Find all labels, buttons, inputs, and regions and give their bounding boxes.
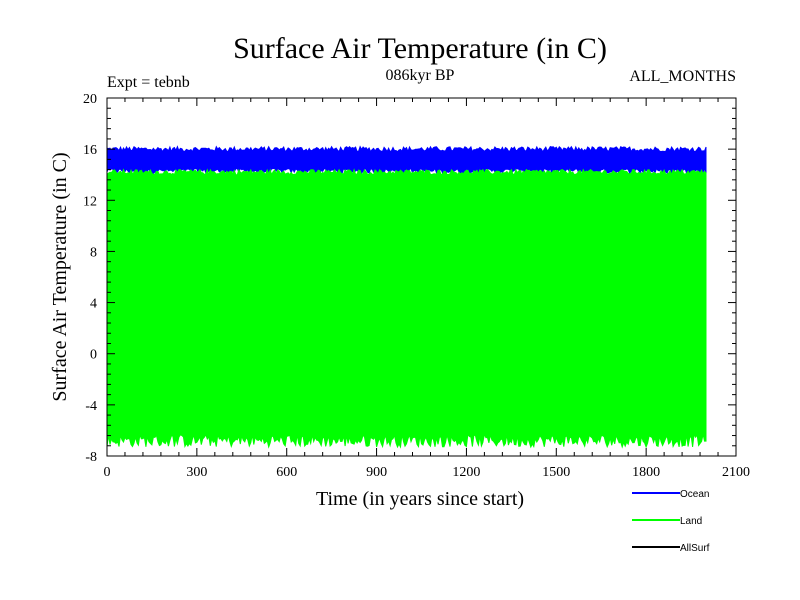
x-tick-label: 900 <box>366 465 387 480</box>
legend: Ocean Land AllSurf <box>632 489 710 554</box>
legend-label-ocean: Ocean <box>680 489 709 500</box>
x-tick-label: 0 <box>104 465 111 480</box>
y-tick-label: 12 <box>83 194 97 209</box>
y-tick-label: 16 <box>83 143 97 158</box>
plot-frame <box>106 97 737 457</box>
y-tick-label: -4 <box>85 399 97 414</box>
plot-area <box>106 145 707 449</box>
axes: 0 300 600 900 1200 1500 1800 2100 -8 -4 0 4 8 12 16 20 <box>83 92 750 480</box>
legend-label-allsurf: AllSurf <box>680 543 710 554</box>
expt-label: Expt = tebnb <box>107 74 190 91</box>
series-band-land <box>106 168 707 449</box>
y-tick-label: 4 <box>90 297 97 312</box>
series-band-ocean <box>106 145 707 175</box>
x-tick-label: 2100 <box>722 465 750 480</box>
chart-title: Surface Air Temperature (in C) <box>233 32 607 65</box>
y-tick-label: -8 <box>85 450 97 465</box>
y-axis-label: Surface Air Temperature (in C) <box>49 152 71 401</box>
x-tick-label: 1200 <box>452 465 480 480</box>
x-axis-label: Time (in years since start) <box>316 488 524 510</box>
y-tick-label: 8 <box>90 245 97 260</box>
legend-label-land: Land <box>680 516 702 527</box>
x-tick-label: 600 <box>276 465 297 480</box>
x-tick-label: 300 <box>186 465 207 480</box>
chart-subtitle: 086kyr BP <box>386 67 455 84</box>
y-tick-label: 20 <box>83 92 97 107</box>
months-label: ALL_MONTHS <box>629 68 736 85</box>
x-tick-label: 1500 <box>542 465 570 480</box>
y-tick-label: 0 <box>90 348 97 363</box>
x-tick-label: 1800 <box>632 465 660 480</box>
